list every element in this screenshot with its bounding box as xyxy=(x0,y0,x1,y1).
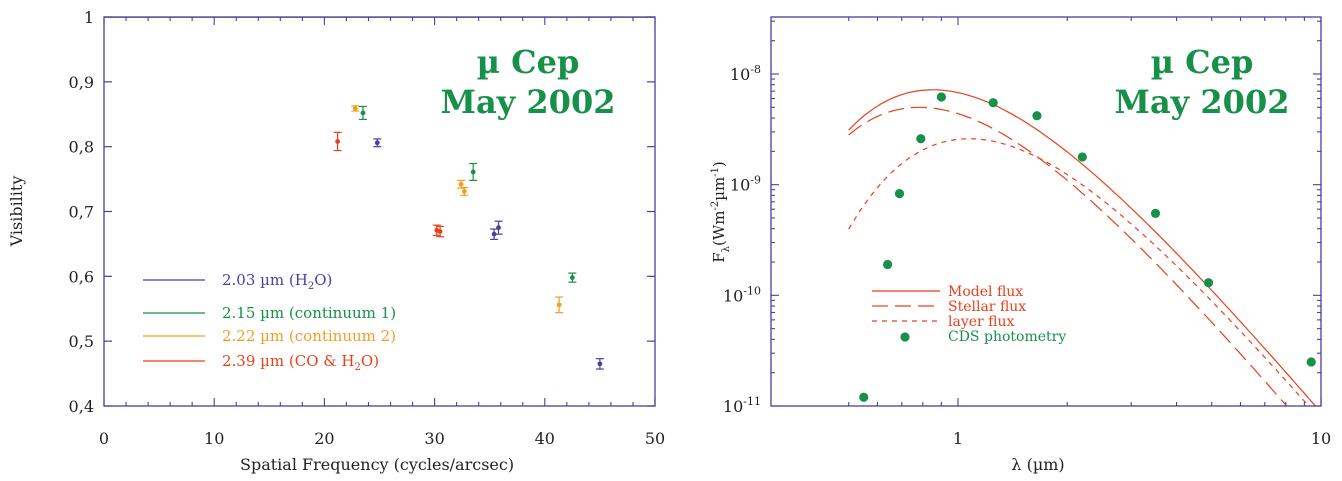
data-point xyxy=(437,229,443,234)
flux-curve xyxy=(848,138,1310,406)
data-point xyxy=(458,181,464,187)
y-tick-label: 10-10 xyxy=(723,284,761,305)
data-point xyxy=(335,139,341,144)
data-point xyxy=(461,189,467,194)
visibility-annotation-date: May 2002 xyxy=(441,83,616,121)
photometry-point xyxy=(988,98,998,108)
data-point xyxy=(597,361,603,367)
data-point xyxy=(470,169,476,175)
photometry-point xyxy=(883,259,893,270)
photometry-point xyxy=(1203,278,1214,288)
y-tick-label: 0,9 xyxy=(69,73,94,92)
flux-curve xyxy=(848,89,1317,406)
sed-flux-curves xyxy=(848,89,1317,406)
sed-plot-frame xyxy=(770,16,1322,407)
svg-text:Fλ(Wm-2µm-1): Fλ(Wm-2µm-1) xyxy=(710,161,732,263)
y-tick-label: 1 xyxy=(84,8,94,27)
visibility-axis-ticks: 0,40,50,60,70,80,910 10 20 30 40 50 xyxy=(69,8,666,448)
legend-label: layer flux xyxy=(948,314,1015,330)
visibility-annotation-star: µ Cep xyxy=(477,43,580,81)
x-tick-label: 20 xyxy=(314,429,334,448)
data-point xyxy=(496,225,501,231)
legend-label: Model flux xyxy=(948,284,1023,300)
legend-label: 2.15 µm (continuum 1) xyxy=(222,304,396,322)
x-tick-label: 40 xyxy=(535,429,555,448)
legend-label: 2.22 µm (continuum 2) xyxy=(222,327,396,345)
data-point xyxy=(352,106,358,111)
visibility-y-axis-label: Visibility xyxy=(7,176,26,248)
y-tick-label: 10-9 xyxy=(730,174,761,195)
sed-annotation-star: µ Cep xyxy=(1151,43,1254,81)
sed-axis-ticks: 10-8 10-9 10-10 10-11 1 10 xyxy=(723,17,1331,448)
photometry-point xyxy=(1077,152,1087,162)
visibility-x-axis-label: Spatial Frequency (cycles/arcsec) xyxy=(240,455,514,474)
y-tick-label: 0,7 xyxy=(69,203,94,222)
data-point xyxy=(569,275,575,281)
x-tick-label: 10 xyxy=(1311,429,1331,448)
data-point xyxy=(360,110,366,116)
legend-marker xyxy=(900,332,910,342)
sed-annotation-date: May 2002 xyxy=(1115,83,1290,121)
legend-label: 2.39 µm (CO & H2O) xyxy=(222,352,379,373)
legend-label: Stellar flux xyxy=(948,299,1026,315)
y-tick-label: 0,4 xyxy=(69,397,94,416)
data-point xyxy=(374,140,380,146)
flux-curve xyxy=(848,106,1288,406)
x-tick-label: 30 xyxy=(424,429,444,448)
data-point xyxy=(556,302,562,308)
y-tick-label: 10-8 xyxy=(730,63,761,84)
legend-label: 2.03 µm (H2O) xyxy=(222,271,332,292)
photometry-point xyxy=(936,92,946,102)
x-tick-label: 10 xyxy=(204,429,224,448)
data-point xyxy=(491,231,497,237)
photometry-point xyxy=(1032,111,1042,121)
y-tick-label: 10-11 xyxy=(723,395,761,416)
x-tick-label: 0 xyxy=(99,429,109,448)
sed-chart: 10-8 10-9 10-10 10-11 1 10 λ (µm) Fλ(Wm-2µm-1… xyxy=(710,16,1331,474)
visibility-data-points xyxy=(333,105,604,370)
photometry-point xyxy=(894,189,905,199)
photometry-point xyxy=(1306,357,1316,367)
photometry-point xyxy=(1150,208,1161,218)
visibility-legend: 2.03 µm (H2O) 2.15 µm (continuum 1) 2.22 µ… xyxy=(143,271,396,373)
photometry-point xyxy=(859,392,869,402)
sed-y-axis-label: Fλ(Wm-2µm-1) xyxy=(710,161,732,263)
x-tick-label: 50 xyxy=(645,429,665,448)
sed-x-axis-label: λ (µm) xyxy=(1011,455,1064,474)
y-tick-label: 0,8 xyxy=(69,138,94,157)
photometry-point xyxy=(916,134,926,144)
sed-photometry-points xyxy=(859,92,1316,402)
y-tick-label: 0,6 xyxy=(69,267,94,286)
x-tick-label: 1 xyxy=(953,429,963,448)
y-tick-label: 0,5 xyxy=(69,332,94,351)
legend-label: CDS photometry xyxy=(948,329,1066,345)
visibility-chart: 0,40,50,60,70,80,910 10 20 30 40 50 Spatial F… xyxy=(7,8,665,474)
